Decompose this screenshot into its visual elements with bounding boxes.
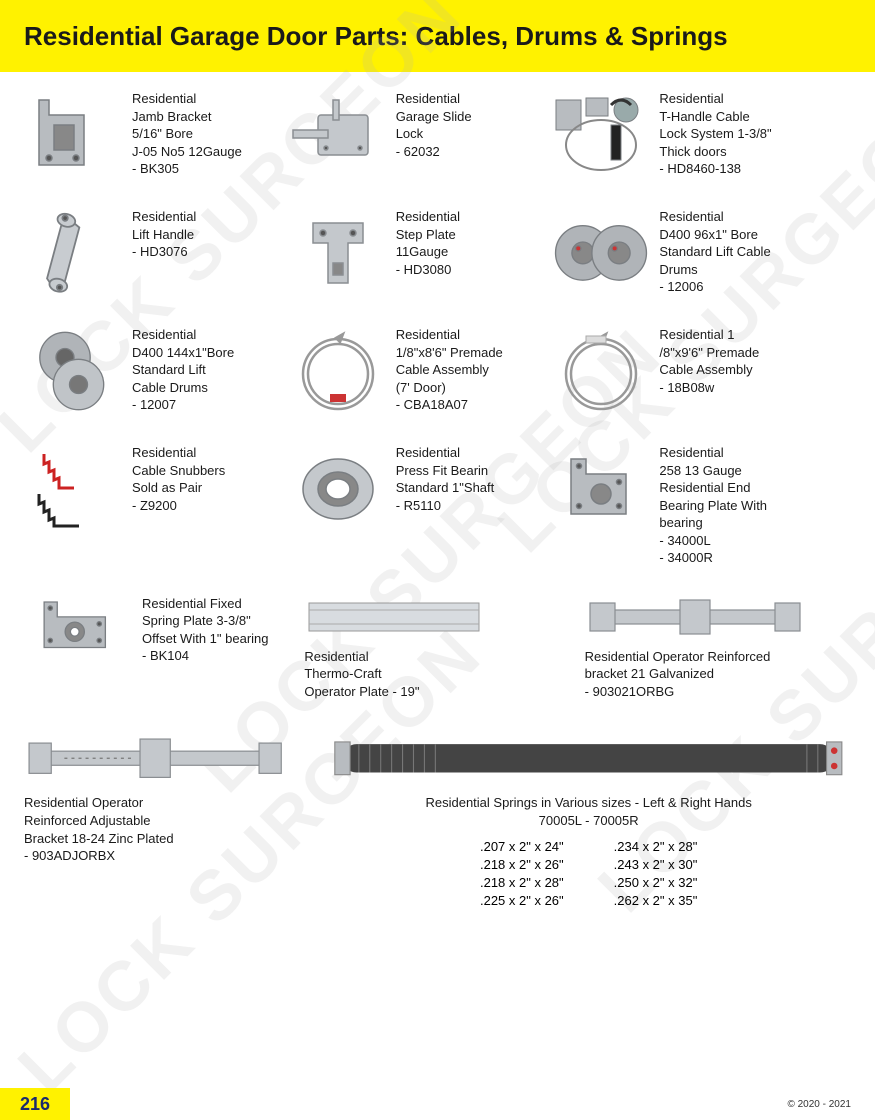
product-item: ResidentialT-Handle CableLock System 1-3… [551, 90, 851, 180]
product-item: ResidentialCable SnubbersSold as Pair- Z… [24, 444, 274, 567]
product-item: ResidentialGarage SlideLock- 62032 [288, 90, 538, 180]
product-image [24, 595, 134, 665]
page-title: Residential Garage Door Parts: Cables, D… [24, 21, 728, 52]
product-desc: ResidentialGarage SlideLock- 62032 [396, 90, 472, 160]
product-image [288, 208, 388, 298]
product-item: Residential Springs in Various sizes - L… [326, 728, 851, 910]
product-item: Residential OperatorReinforced Adjustabl… [24, 728, 286, 910]
product-image [24, 208, 124, 298]
row: ResidentialD400 144x1"BoreStandard LiftC… [24, 326, 851, 416]
page-number: 216 [0, 1088, 70, 1120]
spring-size-col: .207 x 2" x 24".218 x 2" x 26".218 x 2" … [480, 838, 564, 911]
product-image [551, 90, 651, 180]
product-desc: ResidentialJamb Bracket5/16" BoreJ-05 No… [132, 90, 242, 178]
product-desc: ResidentialCable SnubbersSold as Pair- Z… [132, 444, 225, 514]
product-item: Residential FixedSpring Plate 3-3/8"Offs… [24, 595, 290, 701]
catalog-grid: ResidentialJamb Bracket5/16" BoreJ-05 No… [0, 72, 875, 910]
footer: 216 © 2020 - 2021 [0, 1088, 875, 1120]
product-desc: ResidentialT-Handle CableLock System 1-3… [659, 90, 771, 178]
product-desc: ResidentialLift Handle- HD3076 [132, 208, 196, 261]
product-item: ResidentialJamb Bracket5/16" BoreJ-05 No… [24, 90, 274, 180]
row: ResidentialCable SnubbersSold as Pair- Z… [24, 444, 851, 567]
row: Residential FixedSpring Plate 3-3/8"Offs… [24, 595, 851, 701]
product-desc: ResidentialD400 96x1" BoreStandard Lift … [659, 208, 770, 296]
spring-size-col: .234 x 2" x 28".243 x 2" x 30".250 x 2" … [614, 838, 698, 911]
product-desc: Residential OperatorReinforced Adjustabl… [24, 794, 286, 864]
product-desc: ResidentialD400 144x1"BoreStandard LiftC… [132, 326, 234, 414]
product-image [24, 326, 124, 416]
product-image [24, 90, 124, 180]
row: ResidentialLift Handle- HD3076 Residenti… [24, 208, 851, 298]
product-desc: Residential Operator Reinforcedbracket 2… [585, 648, 771, 701]
product-desc: ResidentialStep Plate11Gauge- HD3080 [396, 208, 460, 278]
product-item: Residential 1/8"x9'6" PremadeCable Assem… [551, 326, 851, 416]
product-image [24, 444, 124, 534]
copyright: © 2020 - 2021 [787, 1099, 851, 1110]
product-item: ResidentialLift Handle- HD3076 [24, 208, 274, 298]
springs-codes: 70005L - 70005R [539, 813, 639, 828]
product-desc: ResidentialThermo-CraftOperator Plate - … [304, 648, 419, 701]
springs-title: Residential Springs in Various sizes - L… [425, 795, 751, 810]
product-image [304, 595, 484, 640]
product-desc: Residential Springs in Various sizes - L… [326, 794, 851, 829]
product-image [288, 326, 388, 416]
product-desc: ResidentialPress Fit BearinStandard 1"Sh… [396, 444, 495, 514]
product-image [288, 90, 388, 180]
product-item: ResidentialD400 96x1" BoreStandard Lift … [551, 208, 851, 298]
product-image [288, 444, 388, 534]
product-item: Residential1/8"x8'6" PremadeCable Assemb… [288, 326, 538, 416]
row: Residential OperatorReinforced Adjustabl… [24, 728, 851, 910]
product-desc: Residential FixedSpring Plate 3-3/8"Offs… [142, 595, 269, 665]
product-desc: Residential1/8"x8'6" PremadeCable Assemb… [396, 326, 503, 414]
product-item: ResidentialStep Plate11Gauge- HD3080 [288, 208, 538, 298]
product-image [551, 326, 651, 416]
product-image [326, 728, 851, 788]
product-image [551, 444, 651, 534]
product-item: ResidentialD400 144x1"BoreStandard LiftC… [24, 326, 274, 416]
spring-sizes: .207 x 2" x 24".218 x 2" x 26".218 x 2" … [326, 838, 851, 911]
product-desc: Residential258 13 GaugeResidential EndBe… [659, 444, 767, 567]
product-item: Residential258 13 GaugeResidential EndBe… [551, 444, 851, 567]
product-image [24, 728, 286, 788]
row: ResidentialJamb Bracket5/16" BoreJ-05 No… [24, 90, 851, 180]
product-item: Residential Operator Reinforcedbracket 2… [585, 595, 851, 701]
product-item: ResidentialThermo-CraftOperator Plate - … [304, 595, 570, 701]
product-item: ResidentialPress Fit BearinStandard 1"Sh… [288, 444, 538, 567]
product-desc: Residential 1/8"x9'6" PremadeCable Assem… [659, 326, 759, 396]
product-image [551, 208, 651, 298]
product-image [585, 595, 805, 640]
header-bar: Residential Garage Door Parts: Cables, D… [0, 0, 875, 72]
